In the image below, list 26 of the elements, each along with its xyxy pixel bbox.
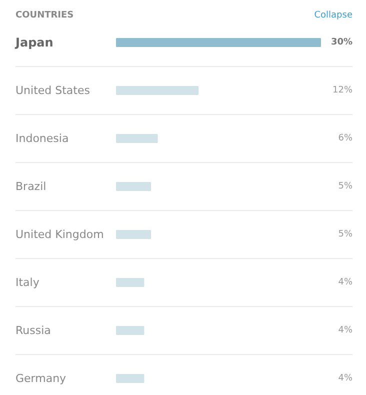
bar [116, 326, 144, 335]
data-label: 5% [338, 182, 353, 192]
y-tick-label: Indonesia [16, 132, 69, 145]
data-label: 6% [338, 134, 353, 144]
y-tick-label: Russia [16, 324, 51, 337]
data-label: 4% [338, 374, 353, 384]
data-label: 30% [330, 38, 353, 48]
y-tick-label: Brazil [16, 180, 46, 193]
y-tick-label: Germany [16, 372, 67, 385]
annotation: Collapse [314, 10, 353, 20]
y-tick-label: United Kingdom [16, 228, 104, 241]
bar [116, 230, 151, 239]
bar [116, 86, 199, 95]
bar [116, 134, 158, 143]
bar [116, 182, 151, 191]
chart-title: COUNTRIES [16, 10, 74, 20]
data-label: 12% [332, 86, 353, 96]
data-label: 4% [338, 326, 353, 336]
y-tick-label: United States [16, 84, 90, 97]
bar [116, 38, 321, 47]
bar [116, 374, 144, 383]
bar [116, 278, 144, 287]
y-tick-label: Japan [14, 36, 54, 50]
data-label: 4% [338, 278, 353, 288]
y-tick-label: Italy [16, 276, 40, 289]
data-label: 5% [338, 230, 353, 240]
